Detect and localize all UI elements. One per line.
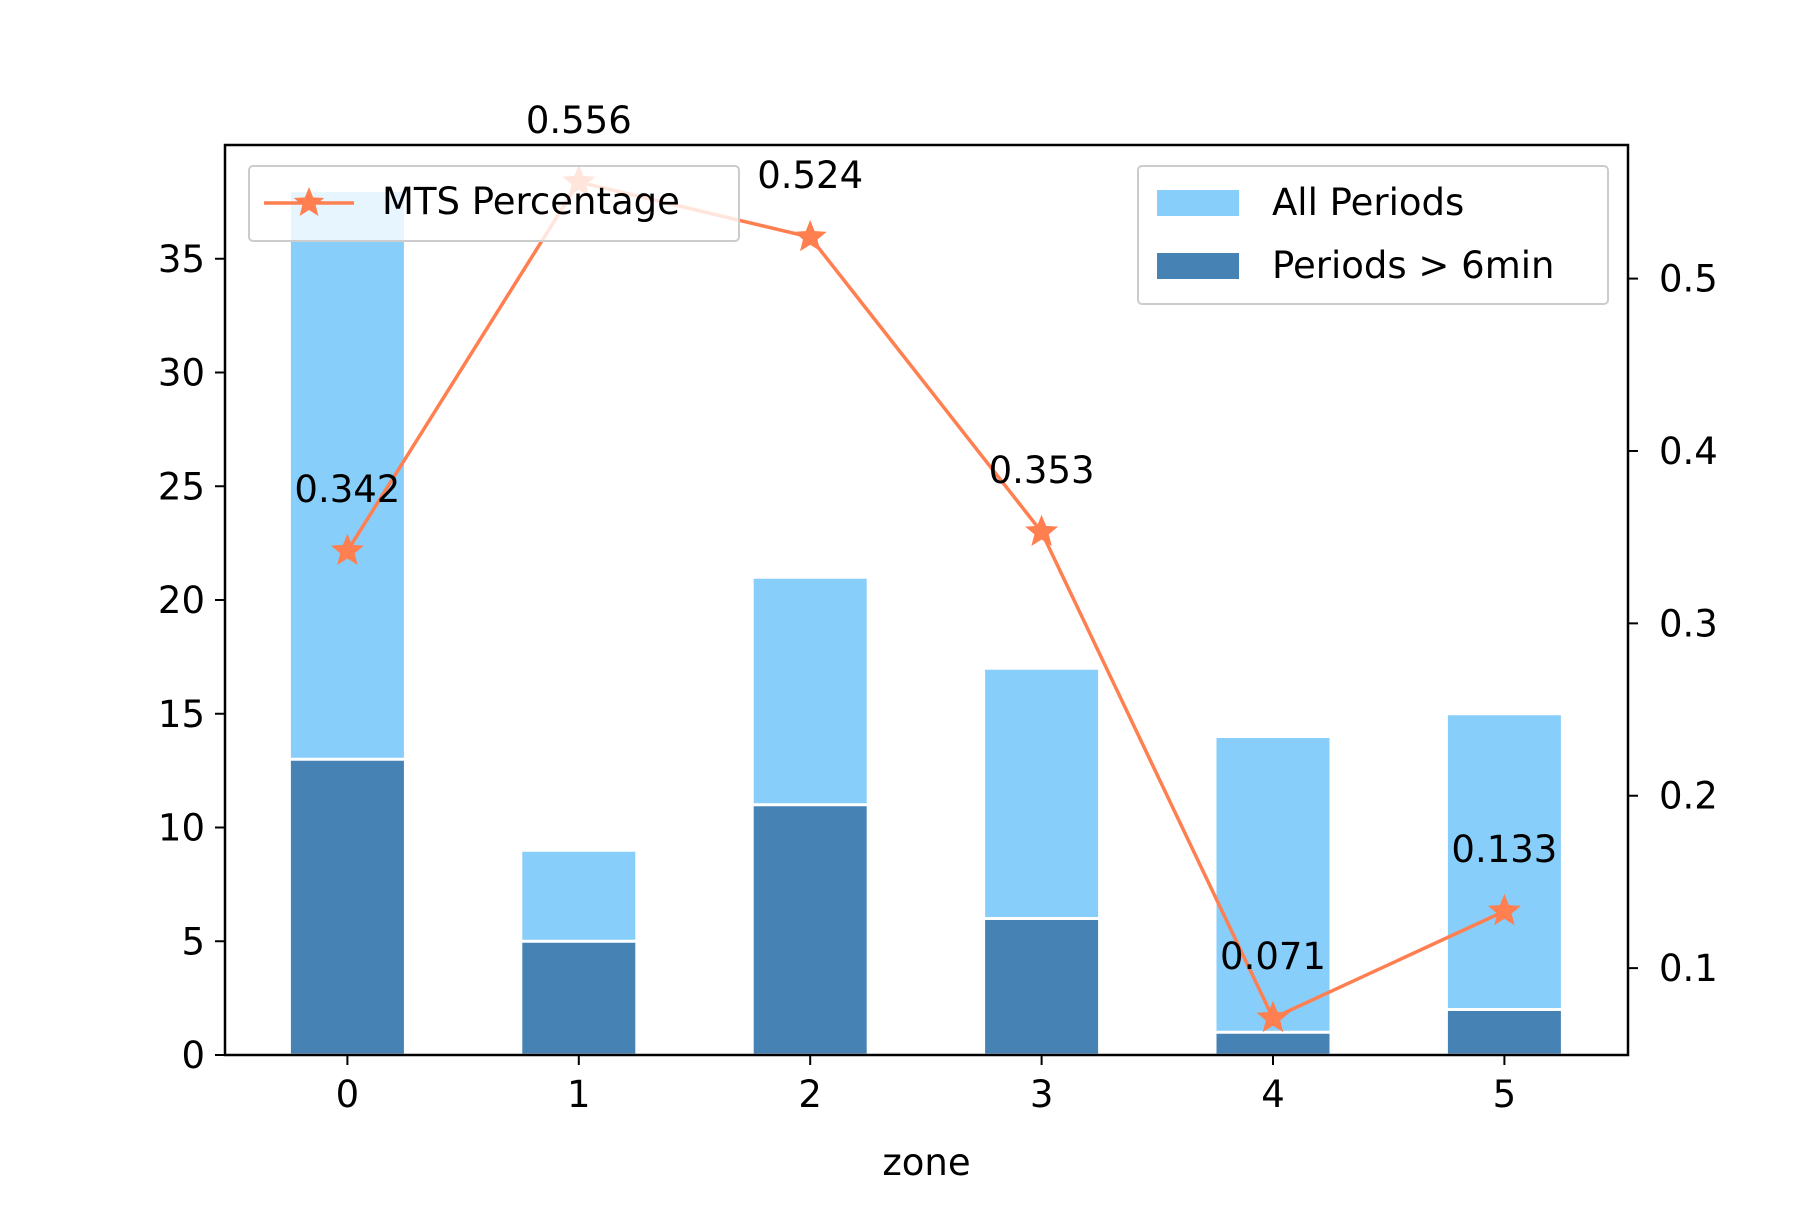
x-tick-label: 1 — [567, 1073, 591, 1116]
right-y-tick-label: 0.3 — [1659, 602, 1718, 645]
legend-bar-series: All Periods Periods > 6min — [1137, 165, 1609, 305]
legend-line-series: MTS Percentage — [248, 165, 740, 242]
mts-value-label-zone-3: 0.353 — [989, 449, 1095, 492]
right-y-tick-label: 0.4 — [1659, 430, 1718, 473]
right-y-tick-label: 0.1 — [1659, 947, 1718, 990]
left-y-tick-label: 5 — [181, 920, 205, 963]
bar-all-periods-zone-5 — [1444, 712, 1564, 1057]
x-tick-label: 3 — [1030, 1073, 1054, 1116]
left-y-tick-label: 20 — [158, 579, 205, 622]
mts-value-label-zone-4: 0.071 — [1220, 935, 1326, 978]
mts-point-zone-0 — [330, 533, 364, 565]
bar-periods-gt-6min-zone-2 — [750, 803, 870, 1057]
legend-label-all-periods: All Periods — [1272, 181, 1464, 224]
bar-periods-gt-6min-zone-5 — [1444, 1008, 1564, 1057]
mts-value-label-zone-0: 0.342 — [294, 468, 400, 511]
right-y-tick-label: 0.2 — [1659, 775, 1718, 818]
bar-periods-gt-6min-zone-0 — [287, 757, 407, 1057]
mts-point-zone-4 — [1256, 1000, 1290, 1033]
x-tick-label: 5 — [1493, 1073, 1517, 1116]
x-tick-label: 2 — [798, 1073, 822, 1116]
bar-periods-gt-6min-zone-1 — [519, 939, 639, 1057]
mts-point-zone-2 — [793, 219, 827, 252]
bars-layer — [287, 189, 1564, 1057]
legend-swatch-all-periods — [1157, 190, 1239, 216]
left-y-tick-label: 30 — [158, 352, 205, 395]
mts-point-zone-3 — [1025, 514, 1059, 547]
line-value-labels: 0.342 0.556 0.524 0.353 0.071 0.133 — [294, 99, 1557, 978]
axes-layer: 0 5 10 15 20 25 30 35 0.1 0.2 0.3 0.4 0.5 0 1 2 3 4 5 — [158, 143, 1718, 1116]
mts-value-label-zone-1: 0.556 — [526, 99, 632, 142]
x-tick-label: 4 — [1261, 1073, 1285, 1116]
bar-periods-gt-6min-zone-4 — [1213, 1030, 1333, 1057]
left-y-tick-label: 35 — [158, 238, 205, 281]
legend-label-periods-gt-6min: Periods > 6min — [1272, 244, 1555, 287]
legend-swatch-periods-gt-6min — [1157, 253, 1239, 279]
x-axis-label: zone — [882, 1141, 970, 1184]
bar-periods-gt-6min-zone-3 — [982, 917, 1102, 1057]
mts-value-label-zone-5: 0.133 — [1451, 828, 1557, 871]
left-y-tick-label: 15 — [158, 693, 205, 736]
legend-line-label: MTS Percentage — [382, 180, 680, 223]
left-y-tick-label: 25 — [158, 465, 205, 508]
right-y-tick-label: 0.5 — [1659, 258, 1718, 301]
mts-percentage-line — [345, 180, 1506, 1021]
left-y-tick-label: 10 — [158, 807, 205, 850]
mts-point-zone-5 — [1487, 893, 1521, 926]
legend-star-marker-icon — [293, 187, 325, 216]
left-y-tick-label: 0 — [181, 1034, 205, 1077]
mts-value-label-zone-2: 0.524 — [757, 154, 863, 197]
legend-line-frame — [248, 165, 740, 242]
legend-bars-frame — [1137, 165, 1609, 305]
x-tick-label: 0 — [336, 1073, 360, 1116]
